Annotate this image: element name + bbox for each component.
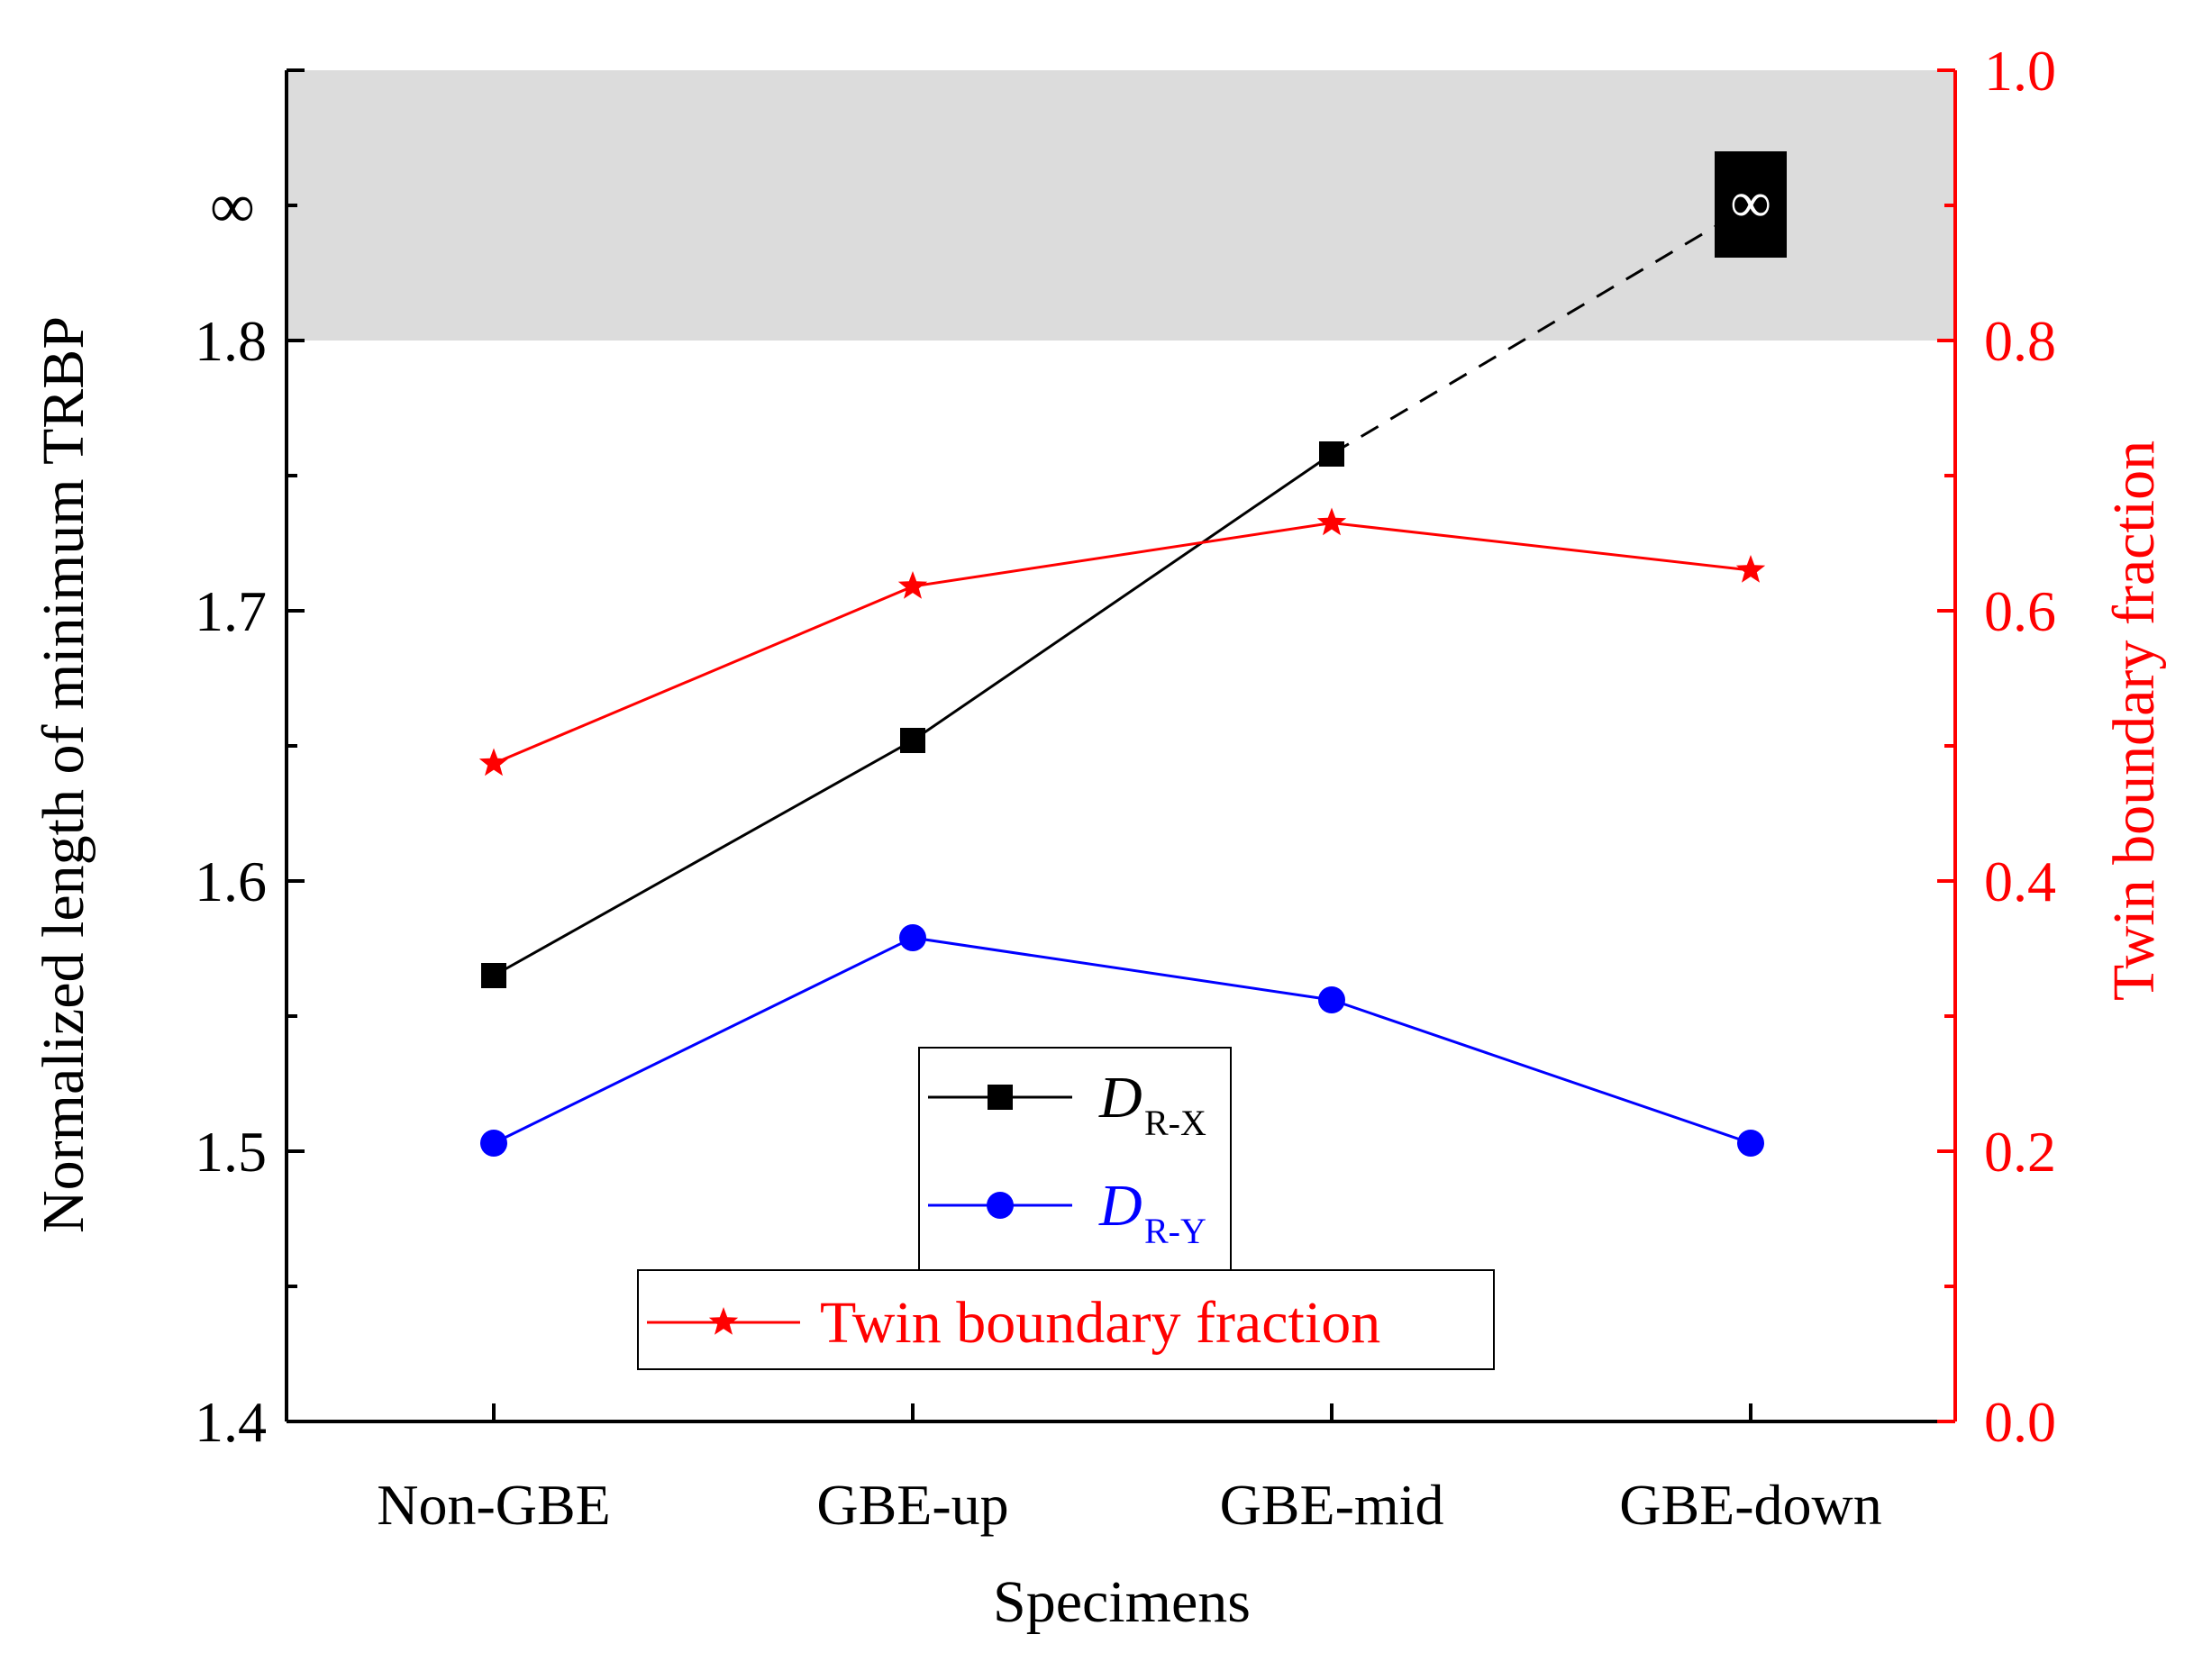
- x-tick-label: GBE-down: [1619, 1473, 1882, 1537]
- y2-tick-label: 0.6: [1984, 579, 2056, 643]
- y-axis-title: Normalized length of minimum TRBP: [31, 316, 96, 1233]
- x-axis-title: Specimens: [993, 1569, 1251, 1635]
- data-point: [1737, 1130, 1764, 1157]
- infinity-shaded-band: [287, 70, 1955, 341]
- legend-box-twin: [637, 1269, 1495, 1370]
- series-extension-dashed: [1331, 204, 1752, 456]
- data-point: [1316, 507, 1347, 536]
- y-tick-label: 1.8: [195, 309, 267, 373]
- y-tick-label: 1.4: [195, 1390, 267, 1454]
- y2-tick-label: 1.0: [1984, 39, 2056, 103]
- data-point: [1319, 441, 1344, 467]
- legend-marker: [708, 1307, 739, 1335]
- legend-label-sub: R-Y: [1144, 1211, 1206, 1251]
- series-line-1: [493, 936, 1752, 1145]
- y2-axis-title: Twin boundary fraction: [2101, 440, 2167, 1001]
- y2-tick-label: 0.2: [1984, 1120, 2056, 1184]
- y2-tick-label: 0.8: [1984, 309, 2056, 373]
- series-line-2: [493, 521, 1752, 765]
- legend-label: Twin boundary fraction: [820, 1290, 1380, 1356]
- infinity-marker-box: [1715, 151, 1787, 258]
- legend-box-d: [918, 1047, 1232, 1274]
- x-tick-label: Non-GBE: [377, 1473, 611, 1537]
- y-tick-label: 1.6: [195, 849, 267, 913]
- y-infinity-tick-label: ∞: [210, 172, 255, 241]
- legend-marker: [988, 1085, 1013, 1110]
- legend-marker: [987, 1192, 1014, 1219]
- data-point: [481, 963, 506, 988]
- data-point: [900, 728, 925, 753]
- legend-label-main: D: [1098, 1173, 1142, 1239]
- infinity-marker-label: ∞: [1730, 170, 1771, 234]
- y2-tick-label: 0.0: [1984, 1390, 2056, 1454]
- data-point: [1318, 986, 1345, 1013]
- axes: 1.4 1.5 1.6 1.7 1.8 ∞ 0.0 0.2 0.4 0.6 0.8 1.0 Non-GB…: [195, 39, 2056, 1537]
- y2-tick-label: 0.4: [1984, 849, 2056, 913]
- legend-label-sub: R-X: [1144, 1103, 1206, 1143]
- data-point: [899, 924, 926, 951]
- series-line-0: [493, 452, 1333, 977]
- data-point: [480, 1130, 507, 1157]
- legend-label-main: D: [1098, 1065, 1142, 1131]
- shaded-infinity-region: [287, 70, 1955, 341]
- x-tick-label: GBE-mid: [1220, 1473, 1444, 1537]
- series-layer: ∞: [478, 151, 1787, 1157]
- data-point: [897, 571, 928, 599]
- y-tick-label: 1.5: [195, 1120, 267, 1184]
- x-tick-label: GBE-up: [816, 1473, 1008, 1537]
- data-point: [478, 748, 509, 776]
- data-point: [1735, 555, 1766, 583]
- y-tick-label: 1.7: [195, 579, 267, 643]
